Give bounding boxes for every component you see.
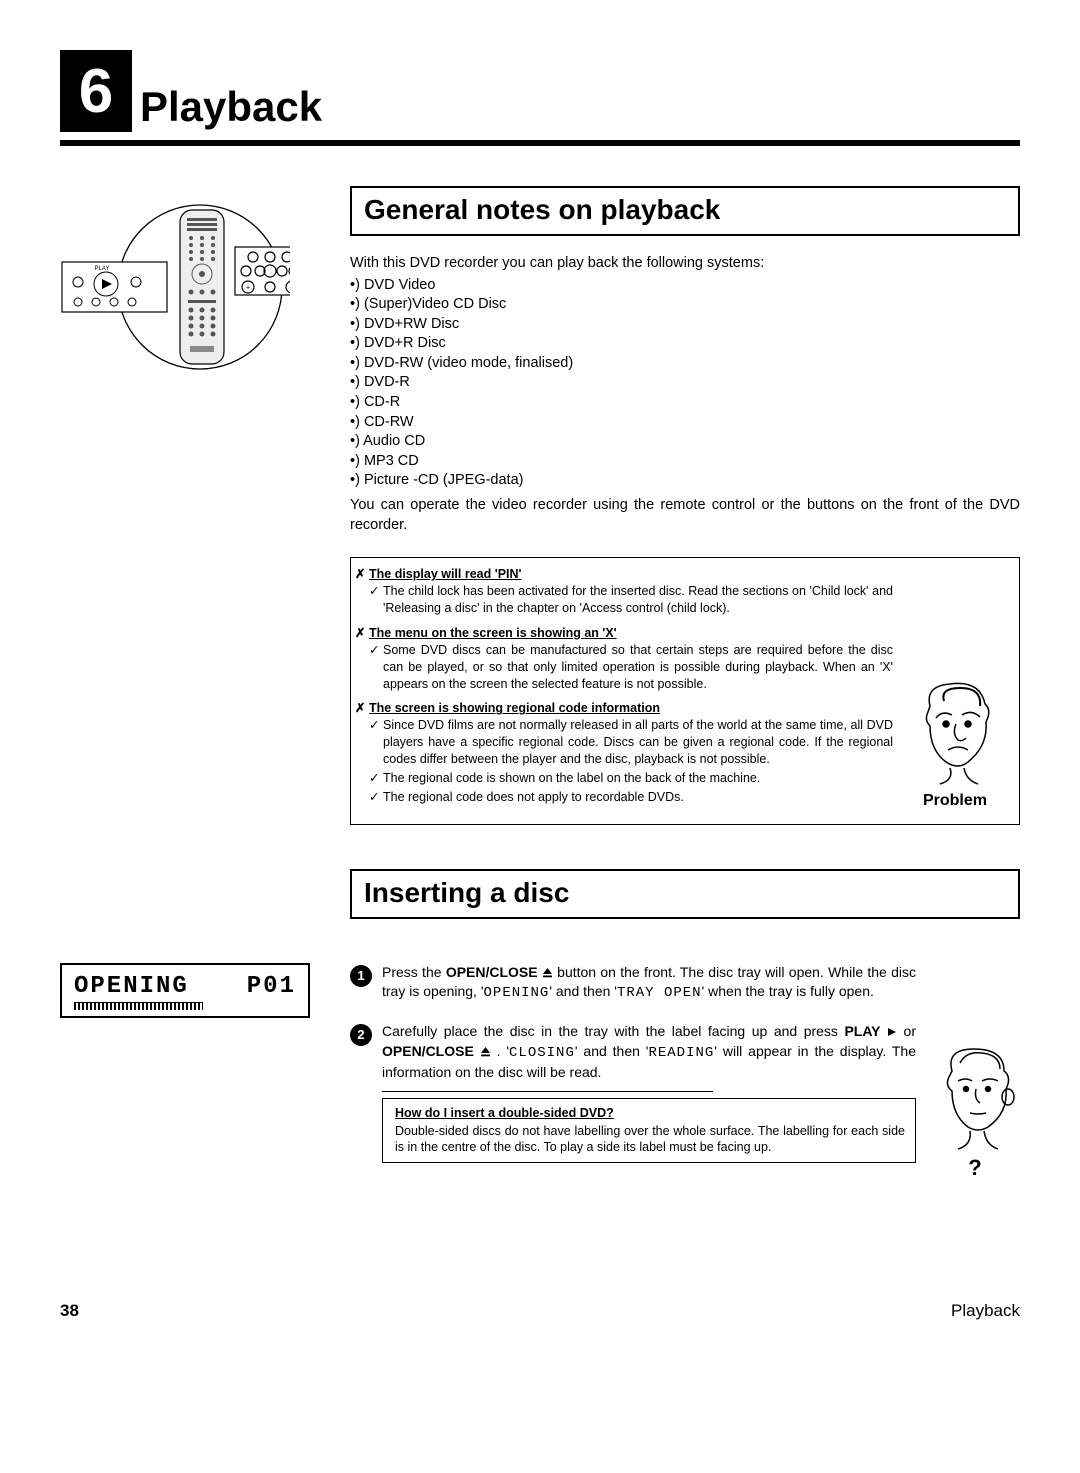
chapter-number-badge: 6 — [60, 50, 132, 132]
step-badge-2: 2 — [350, 1024, 372, 1046]
problem-check: The regional code does not apply to reco… — [369, 789, 893, 806]
eject-icon — [542, 967, 553, 978]
system-item: DVD Video — [350, 276, 1020, 296]
system-item: DVD+R Disc — [350, 334, 1020, 354]
problem-item: The display will read 'PIN'The child loc… — [369, 566, 893, 617]
step-badge-1: 1 — [350, 965, 372, 987]
problem-item: The screen is showing regional code info… — [369, 700, 893, 805]
lcd-display: OPENING P01 — [60, 963, 310, 1018]
tip-body: Double-sided discs do not have labelling… — [395, 1123, 905, 1157]
step-divider — [382, 1091, 713, 1092]
operating-note: You can operate the video recorder using… — [350, 495, 1020, 536]
chapter-rule — [60, 140, 1020, 146]
intro-text: With this DVD recorder you can play back… — [350, 254, 1020, 274]
system-item: Audio CD — [350, 432, 1020, 452]
lcd-text-p01: P01 — [247, 973, 296, 1000]
system-item: CD-R — [350, 393, 1020, 413]
step-2-text: Carefully place the disc in the tray wit… — [382, 1022, 916, 1163]
step-2: 2 Carefully place the disc in the tray w… — [350, 1022, 916, 1163]
problem-check: Since DVD films are not normally release… — [369, 717, 893, 768]
page-footer: 38 Playback — [60, 1301, 1020, 1321]
problem-item-title: The screen is showing regional code info… — [369, 700, 893, 717]
section-heading-inserting-disc: Inserting a disc — [350, 869, 1020, 919]
problem-label: Problem — [923, 792, 987, 810]
problem-item: The menu on the screen is showing an 'X'… — [369, 625, 893, 693]
system-item: DVD-RW (video mode, finalised) — [350, 354, 1020, 374]
lcd-text-opening: OPENING — [74, 973, 189, 1000]
footer-label: Playback — [951, 1301, 1020, 1321]
chapter-header: 6 Playback — [60, 50, 1020, 132]
system-item: MP3 CD — [350, 452, 1020, 472]
step-1-text: Press the OPEN/CLOSE button on the front… — [382, 963, 916, 1004]
svg-text:PLAY: PLAY — [95, 266, 110, 272]
problem-box: The display will read 'PIN'The child loc… — [350, 557, 1020, 824]
problem-check: The regional code is shown on the label … — [369, 770, 893, 787]
problem-face-illustration — [910, 676, 1000, 786]
system-item: (Super)Video CD Disc — [350, 295, 1020, 315]
problem-item-title: The display will read 'PIN' — [369, 566, 893, 583]
system-item: CD-RW — [350, 413, 1020, 433]
question-face-illustration — [930, 1041, 1020, 1151]
problem-item-title: The menu on the screen is showing an 'X' — [369, 625, 893, 642]
question-mark: ? — [968, 1155, 981, 1181]
system-item: DVD-R — [350, 373, 1020, 393]
system-item: Picture -CD (JPEG-data) — [350, 471, 1020, 491]
tip-title: How do I insert a double-sided DVD? — [395, 1105, 905, 1122]
play-icon — [887, 1027, 897, 1037]
system-item: DVD+RW Disc — [350, 315, 1020, 335]
problem-check: The child lock has been activated for th… — [369, 583, 893, 617]
chapter-title: Playback — [140, 86, 322, 132]
page-number: 38 — [60, 1301, 79, 1321]
eject-icon — [480, 1046, 491, 1057]
tip-box: How do I insert a double-sided DVD? Doub… — [382, 1098, 916, 1164]
lcd-progress-bar — [74, 1002, 203, 1010]
step-1: 1 Press the OPEN/CLOSE button on the fro… — [350, 963, 916, 1004]
supported-systems-list: DVD Video(Super)Video CD DiscDVD+RW Disc… — [350, 276, 1020, 491]
remote-control-diagram: PLAY + + — [60, 192, 290, 387]
problem-check: Some DVD discs can be manufactured so th… — [369, 642, 893, 693]
svg-text:+: + — [246, 285, 250, 292]
section-heading-playback-notes: General notes on playback — [350, 186, 1020, 236]
